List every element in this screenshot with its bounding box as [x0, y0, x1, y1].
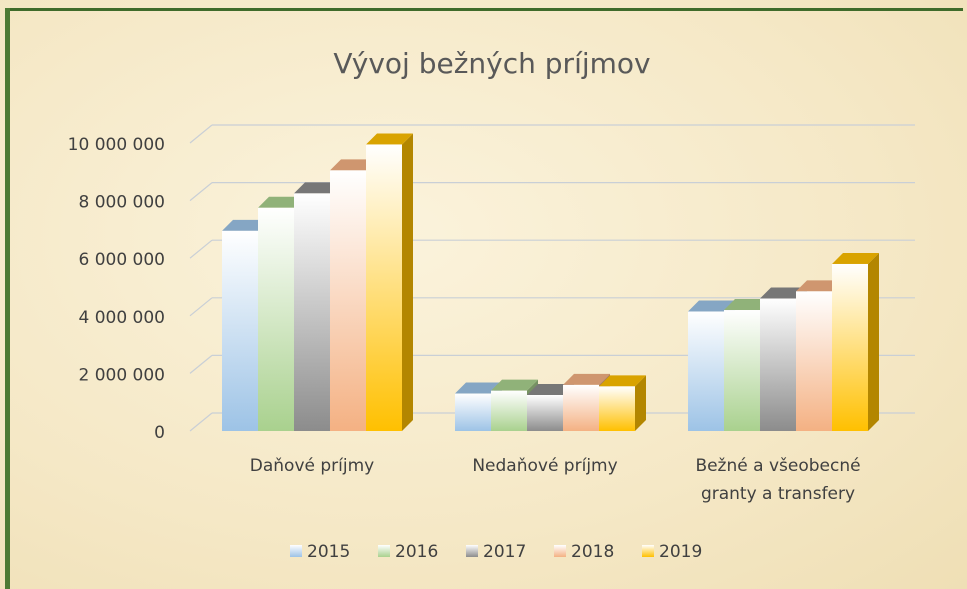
grid-floor [189, 412, 213, 432]
bar [796, 291, 832, 431]
bar-top [366, 133, 413, 145]
bar-top [222, 219, 269, 231]
frame-left [5, 8, 10, 589]
bar [563, 384, 599, 431]
y-tick-label: 0 [154, 423, 165, 443]
bar-top [796, 280, 843, 292]
legend-label: 2015 [307, 542, 350, 562]
bar [527, 395, 563, 431]
y-tick-label: 4 000 000 [78, 308, 165, 328]
y-tick-label: 2 000 000 [78, 365, 165, 385]
bar-top [724, 299, 771, 311]
legend-label: 2017 [483, 542, 526, 562]
bar [724, 310, 760, 431]
grid-floor [189, 239, 213, 259]
bar-side [868, 252, 879, 431]
grid-floor [189, 297, 213, 317]
grid-floor [189, 354, 213, 374]
x-tick-label: Nedaňové príjmy [472, 456, 618, 476]
chart-title: Vývoj bežných príjmov [333, 47, 650, 80]
x-tick-label: Daňové príjmy [249, 456, 375, 476]
bar [294, 193, 330, 431]
bar-top [491, 379, 538, 391]
legend-label: 2018 [571, 542, 614, 562]
bar [455, 393, 491, 431]
legend-swatch [466, 545, 478, 557]
frame-top [5, 8, 963, 11]
bar-top [294, 182, 341, 194]
bar-top [599, 375, 646, 387]
y-tick-label: 10 000 000 [68, 135, 165, 155]
legend-swatch [378, 545, 390, 557]
bar [366, 144, 402, 431]
bar-top [563, 373, 610, 385]
bar-top [760, 287, 807, 299]
legend-label: 2016 [395, 542, 438, 562]
bar-top [455, 382, 502, 394]
bar [330, 170, 366, 432]
legend-label: 2019 [659, 542, 702, 562]
grid-floor [189, 182, 213, 202]
y-tick-label: 6 000 000 [78, 250, 165, 270]
bar-top [832, 252, 879, 264]
bar-side [402, 133, 413, 431]
bar [258, 207, 294, 431]
bar [491, 390, 527, 431]
bar [832, 263, 868, 431]
legend-swatch [554, 545, 566, 557]
bar-top [258, 196, 305, 208]
legend-swatch [290, 545, 302, 557]
legend-swatch [642, 545, 654, 557]
bar-top [330, 159, 377, 171]
bar-top [688, 300, 735, 312]
bar-top [527, 384, 574, 395]
y-tick-label: 8 000 000 [78, 193, 165, 213]
grid-floor [189, 124, 213, 144]
bar-side [635, 375, 646, 431]
bar [688, 311, 724, 431]
bar [760, 298, 796, 431]
bar [599, 386, 635, 431]
x-tick-label: Bežné a všeobecné granty a transfery [695, 456, 861, 504]
bar [222, 230, 258, 431]
